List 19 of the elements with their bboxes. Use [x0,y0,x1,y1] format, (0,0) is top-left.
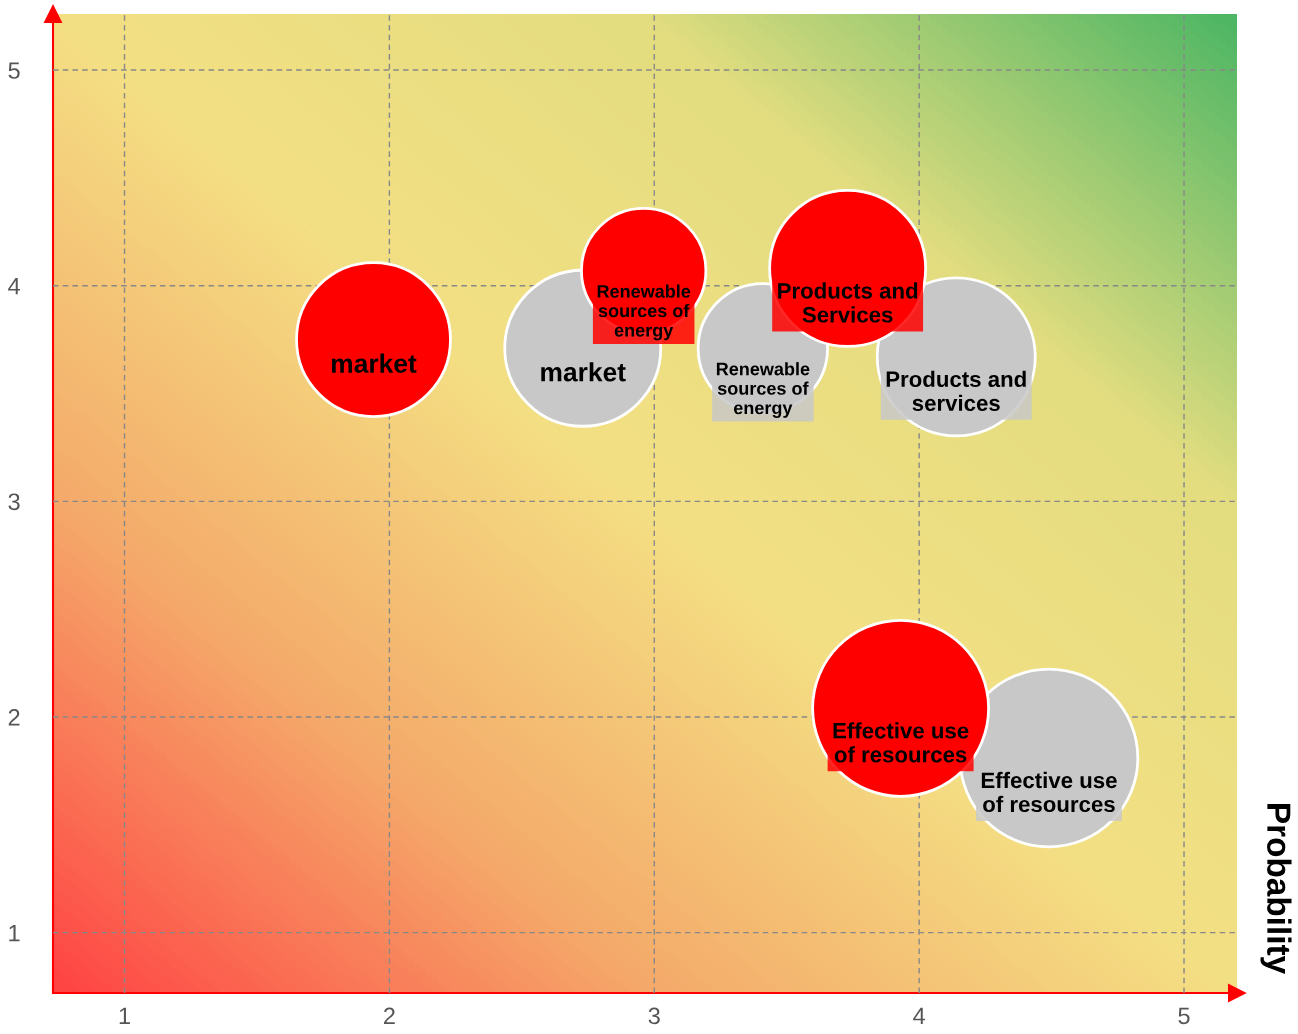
annotation: Products and services [886,370,1026,412]
y-tick-label: 3 [8,493,20,511]
y-tick-label: 4 [8,278,20,295]
x-tick-label: 1 [119,1007,130,1024]
x-tick-label: 2 [384,1007,395,1024]
annotation: Renewable sources of energy [597,284,691,341]
annotation: market [541,362,626,382]
annotation: Products and Services [778,282,918,323]
x-tick-label: 3 [648,1007,660,1025]
y-tick-label: 1 [9,924,20,942]
text: Probability [1260,804,1292,974]
annotation: Effective use of resources [981,771,1117,813]
x-tick-label: 4 [913,1007,926,1024]
y-tick-label: 2 [8,709,20,726]
annotation: Renewable sources of energy [716,362,810,418]
annotation: Effective use of resources [833,722,969,763]
x-tick-label: 5 [1178,1007,1190,1025]
annotation: market [331,353,417,373]
y-tick-label: 5 [8,62,20,79]
